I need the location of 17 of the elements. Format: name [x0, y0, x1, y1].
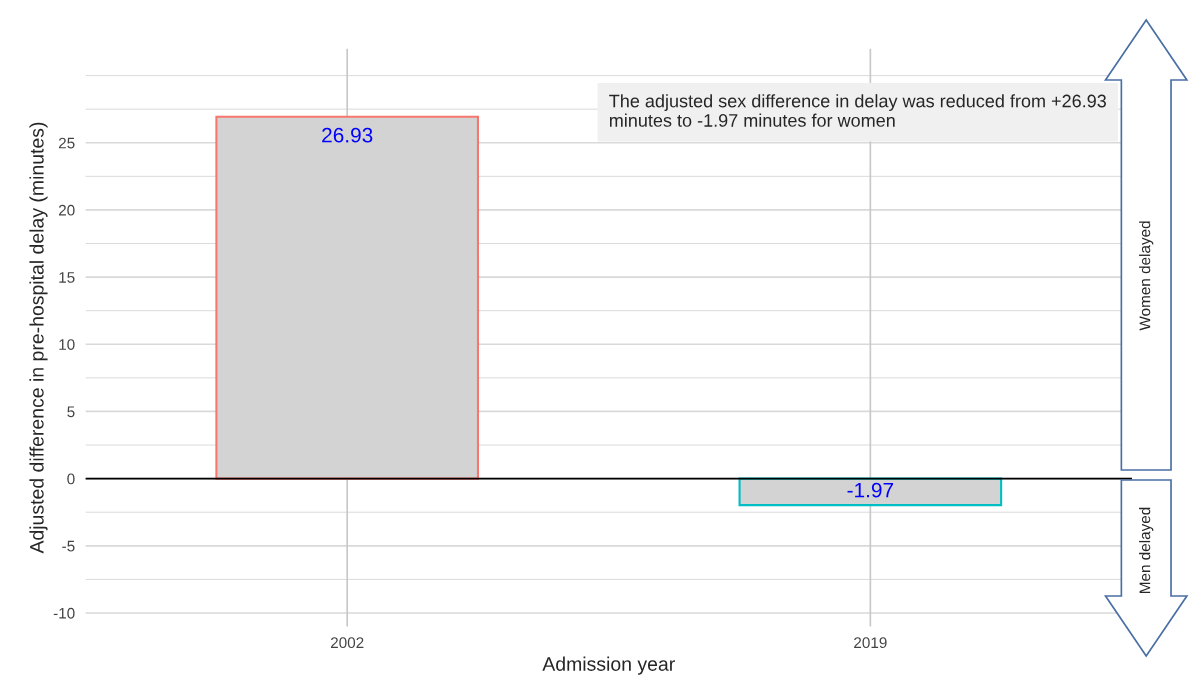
data-label: -1.97 — [847, 482, 894, 498]
x-axis-title: Admission year — [542, 656, 675, 675]
data-label: 26.93 — [322, 127, 373, 143]
y-tick-label: -5 — [62, 540, 75, 552]
text: Women delayed — [1139, 221, 1154, 331]
y-tick-label: 0 — [67, 473, 75, 485]
y-tick-label: 25 — [58, 137, 75, 149]
annotation: The adjusted sex difference in delay was reduced from +26.93 minutes to -1.97 minutes for women — [609, 94, 1106, 127]
y-axis-title: Adjusted difference in pre-hospital delay (minutes) — [29, 122, 48, 554]
text: Men delayed — [1139, 507, 1154, 593]
x-tick-label: 2019 — [854, 637, 887, 649]
y-tick-label: 5 — [67, 406, 75, 418]
y-tick-label: -10 — [53, 607, 75, 619]
y-tick-label: 10 — [59, 339, 75, 350]
x-tick-label: 2002 — [330, 637, 364, 649]
y-tick-label: 20 — [58, 204, 75, 216]
y-tick-label: 15 — [59, 272, 75, 283]
